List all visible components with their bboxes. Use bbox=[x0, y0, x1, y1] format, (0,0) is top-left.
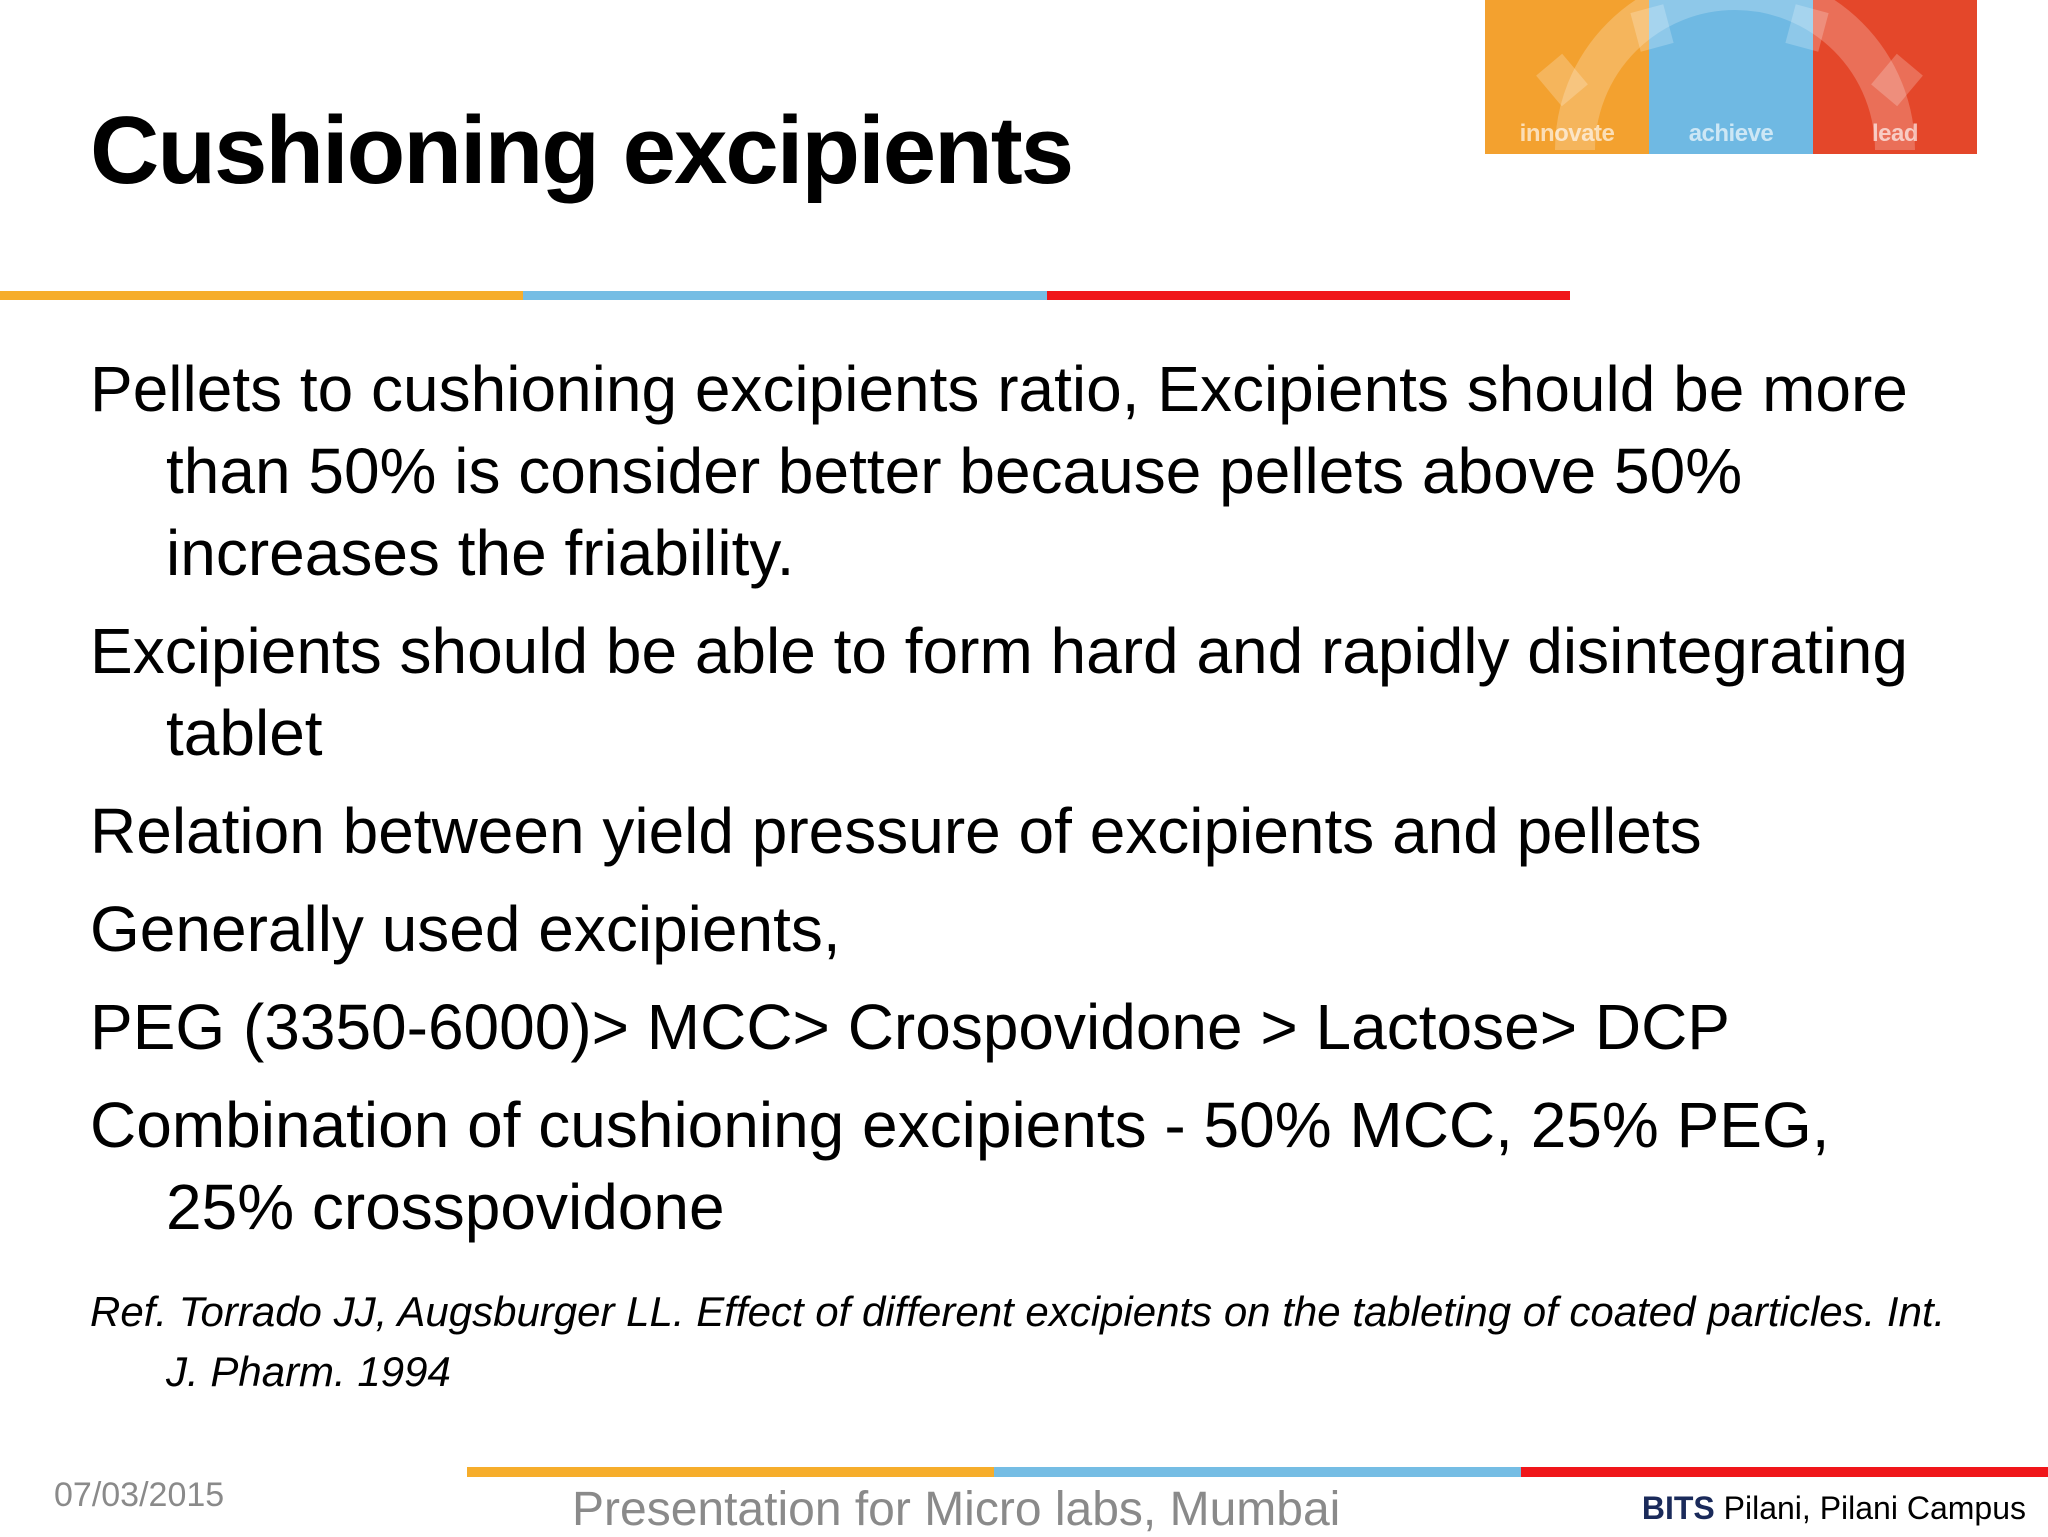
bullet-item: Generally used excipients, bbox=[90, 893, 841, 965]
footer-divider-orange bbox=[467, 1467, 994, 1477]
footer-divider-blue bbox=[994, 1467, 1521, 1477]
logo-segment-innovate: innovate bbox=[1485, 0, 1649, 154]
footer-campus: BITS Pilani, Pilani Campus bbox=[1642, 1490, 2026, 1527]
footer-brand-bold: BITS bbox=[1641, 1490, 1715, 1526]
bullet-item: Relation between yield pressure of excip… bbox=[90, 795, 1702, 867]
bullet-item: Excipients should be able to form hard a… bbox=[90, 615, 1908, 769]
divider-orange bbox=[0, 291, 524, 300]
footer-brand-rest: Pilani, Pilani Campus bbox=[1714, 1490, 2026, 1526]
reference: Ref. Torrado JJ, Augsburger LL. Effect o… bbox=[90, 1282, 1986, 1402]
footer-date: 07/03/2015 bbox=[54, 1476, 225, 1514]
reference-text: Torrado JJ, Augsburger LL. Effect of dif… bbox=[166, 1288, 1946, 1395]
slide-title: Cushioning excipients bbox=[90, 97, 1074, 204]
footer-divider-red bbox=[1521, 1467, 2048, 1477]
logo-segment-lead: lead bbox=[1813, 0, 1977, 154]
footer-presentation-title: Presentation for Micro labs, Mumbai bbox=[572, 1483, 1341, 1536]
footer-divider bbox=[467, 1467, 2048, 1477]
logo-word-lead: lead bbox=[1871, 120, 1919, 147]
bullet-item: Pellets to cushioning excipients ratio, … bbox=[90, 353, 1908, 589]
logo-word-achieve: achieve bbox=[1688, 120, 1774, 147]
divider-blue bbox=[523, 291, 1047, 300]
divider-red bbox=[1046, 291, 1570, 300]
logo-word-innovate: innovate bbox=[1519, 120, 1615, 147]
bullet-list: Pellets to cushioning excipients ratio, … bbox=[90, 348, 1960, 1264]
bits-logo: innovate achieve lead bbox=[1485, 0, 1977, 154]
title-divider bbox=[0, 291, 1570, 300]
logo-segment-achieve: achieve bbox=[1649, 0, 1813, 154]
reference-lead: Ref. bbox=[90, 1288, 168, 1335]
bullet-item: Combination of cushioning excipients - 5… bbox=[90, 1089, 1830, 1243]
bullet-item: PEG (3350-6000)> MCC> Crospovidone > Lac… bbox=[90, 991, 1730, 1063]
